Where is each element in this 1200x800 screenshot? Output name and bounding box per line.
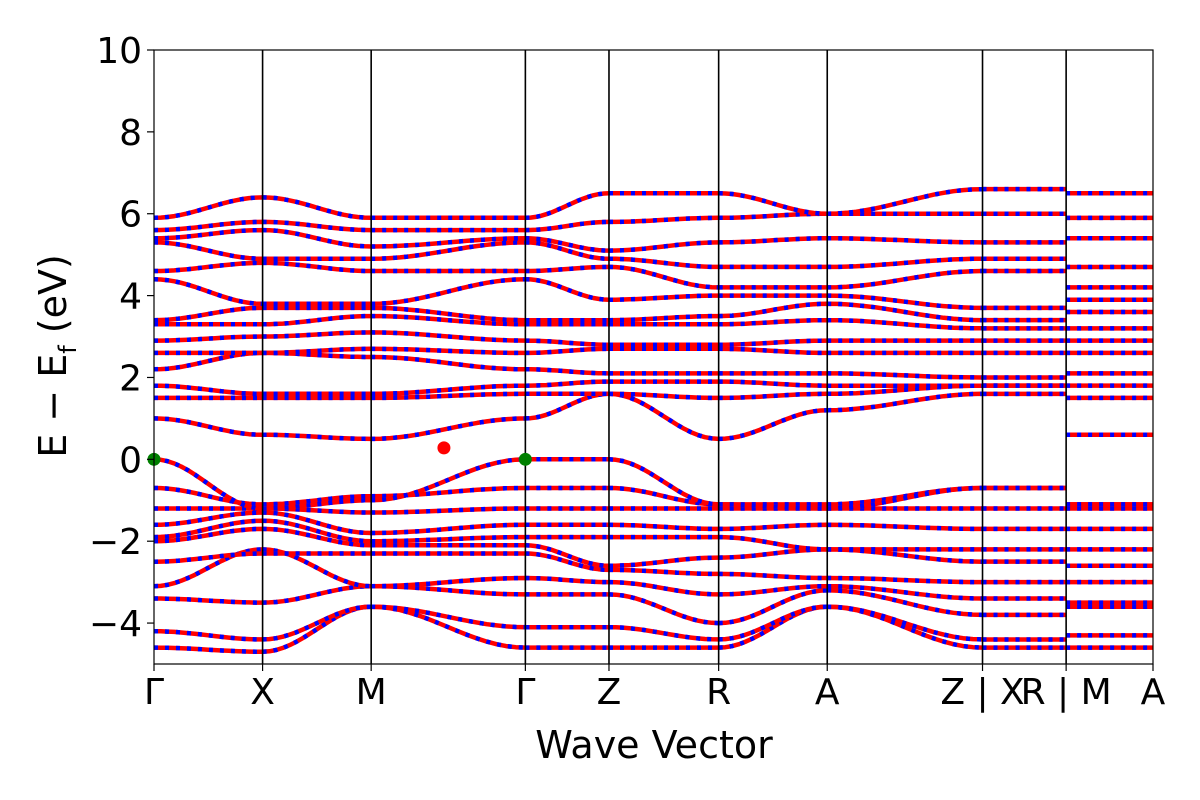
band-b08-spin-up — [153, 510, 1153, 536]
y-axis-title: E − Ef (eV) — [31, 254, 82, 458]
band-b06-spin-down — [153, 526, 1153, 569]
band-b23-spin-down — [153, 227, 1153, 253]
cbm-marker-2 — [437, 441, 451, 455]
bands-layer — [153, 186, 1153, 654]
y-axis-title-main: E − E — [31, 354, 75, 458]
band-b20-spin-down — [153, 276, 1153, 311]
band-b03-spin-down — [154, 583, 1153, 626]
band-b15-spin-down — [153, 350, 1153, 380]
y-axis-title-unit: (eV) — [31, 254, 75, 345]
x-tick-label-5: R — [706, 672, 731, 713]
band-b12-spin-down — [153, 391, 1153, 442]
band-b20-spin-up — [153, 276, 1153, 311]
band-b18-spin-down — [154, 313, 1153, 331]
x-tick-label-3: Γ — [515, 672, 535, 713]
band-b02-spin-up — [154, 604, 1153, 642]
band-b11-spin-down — [153, 457, 1153, 511]
y-tick-label-7: 10 — [96, 31, 142, 72]
band-b19-spin-down — [153, 301, 1153, 323]
y-tick-label-0: −4 — [89, 604, 142, 645]
y-tick-label-3: 2 — [119, 358, 142, 399]
plot-frame — [153, 49, 1154, 665]
x-tick-label-1: X — [250, 672, 275, 713]
band-b04-spin-up — [153, 547, 1153, 605]
band-b24-spin-down — [153, 211, 1153, 233]
x-tick-label-0: Γ — [144, 672, 164, 713]
x-axis-ticks: Γ X M Γ Z R A Z | XR | M A — [144, 664, 1166, 713]
band-b25-spin-down — [153, 186, 1153, 221]
x-tick-label-2: M — [356, 672, 387, 713]
band-b21-spin-down — [154, 260, 1153, 290]
band-b14-spin-down — [154, 379, 1153, 397]
y-axis-title-sub: f — [54, 345, 82, 354]
extrema-markers — [147, 441, 532, 466]
band-b22-spin-down — [153, 240, 1153, 270]
band-b08-spin-down — [153, 510, 1153, 536]
y-tick-label-2: 0 — [119, 440, 142, 481]
x-tick-label-9: A — [1141, 672, 1166, 713]
y-tick-label-1: −2 — [89, 522, 142, 563]
y-tick-label-4: 4 — [119, 277, 142, 318]
x-tick-label-6: A — [815, 672, 840, 713]
band-b12-spin-up — [153, 391, 1153, 442]
band-b09-spin-down — [154, 506, 1153, 515]
band-b07-spin-down — [153, 518, 1153, 552]
band-b02-spin-down — [154, 604, 1153, 642]
band-b16-spin-down — [154, 346, 1153, 356]
y-tick-label-5: 6 — [119, 195, 142, 236]
x-tick-label-8: R | M — [1021, 672, 1112, 713]
band-b05-spin-up — [153, 551, 1153, 585]
band-b04-spin-down — [153, 547, 1153, 605]
x-axis-title: Wave Vector — [535, 723, 773, 767]
band-b01-spin-down — [153, 604, 1153, 654]
x-tick-label-4: Z — [597, 672, 622, 713]
band-b10-spin-up — [153, 485, 1153, 507]
band-b17-spin-down — [154, 330, 1153, 347]
band-b05-spin-down — [153, 551, 1153, 585]
vbm-marker-1 — [518, 452, 532, 466]
y-tick-label-6: 8 — [119, 113, 142, 154]
y-axis-ticks: −4 −2 0 2 4 6 8 10 — [89, 31, 154, 645]
kpoint-divider-lines — [261, 50, 1067, 664]
x-tick-label-7: Z | X — [940, 672, 1024, 713]
band-b13-spin-down — [154, 383, 1153, 401]
